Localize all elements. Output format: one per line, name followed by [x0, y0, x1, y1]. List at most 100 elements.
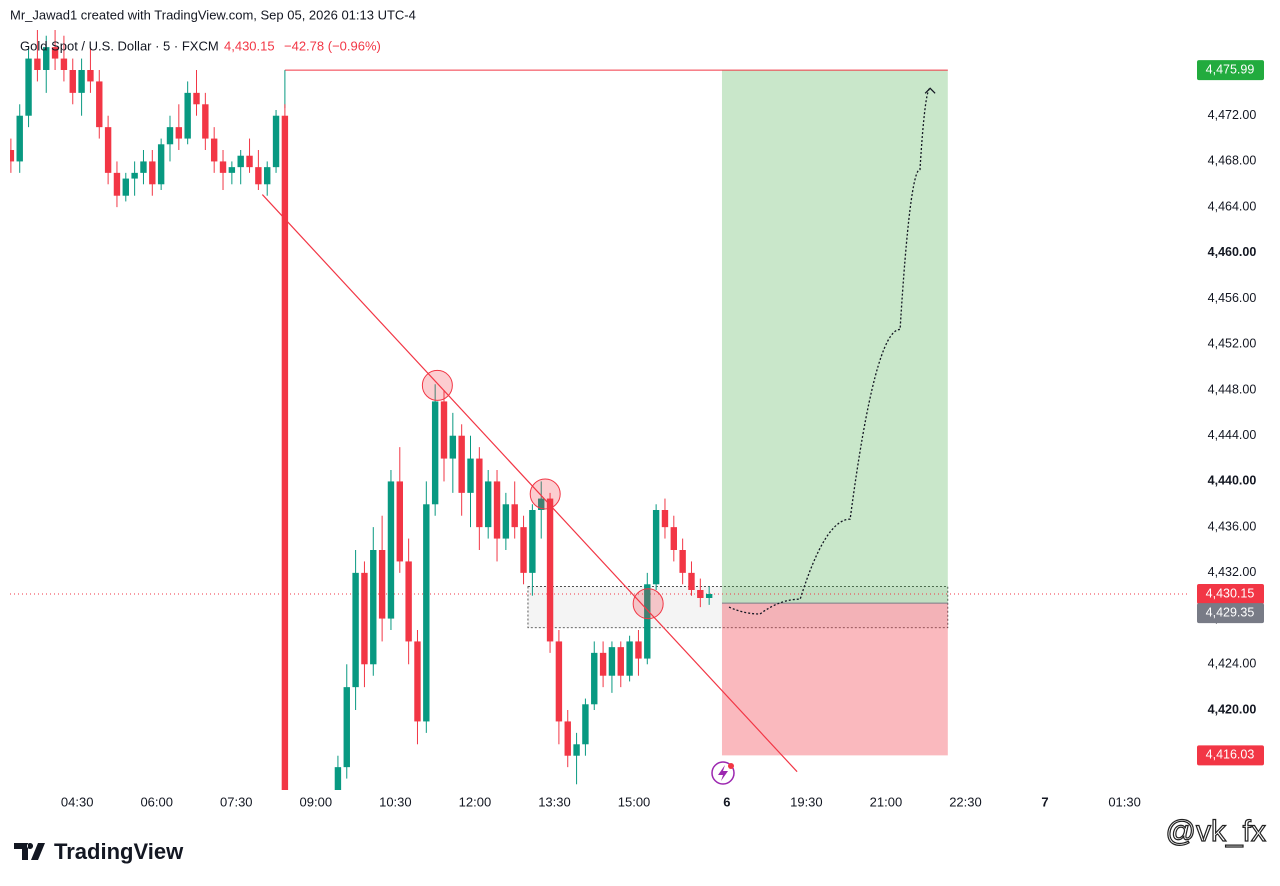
x-tick-label: 13:30: [538, 794, 571, 809]
candle-body: [564, 721, 571, 756]
candle-body: [440, 401, 448, 459]
candle-body: [688, 572, 695, 590]
y-tick-label: 4,424.00: [1208, 657, 1257, 671]
profit-zone: [721, 70, 948, 604]
y-tick-label: 4,432.00: [1208, 565, 1257, 579]
projection: [728, 87, 931, 615]
loss-zone: [721, 603, 948, 756]
candle-body: [573, 744, 580, 756]
candle-body: [476, 458, 483, 528]
candle-body: [599, 652, 607, 676]
candle-body: [140, 161, 147, 173]
candle-body: [546, 498, 554, 642]
x-tick-label: 04:30: [61, 794, 94, 809]
brand-logo: [14, 843, 45, 860]
candle-body: [361, 572, 368, 665]
entry-label: 4,429.35: [1206, 605, 1255, 619]
candle-body: [157, 144, 165, 185]
y-tick-label: 4,452.00: [1208, 337, 1257, 351]
credit: Mr_Jawad1 created with TradingView.com, …: [10, 7, 416, 22]
x-tick-label: 19:30: [790, 794, 823, 809]
candle-body: [60, 58, 68, 70]
candle-body: [635, 641, 642, 659]
x-tick-label: 07:30: [220, 794, 253, 809]
candle-body: [529, 510, 536, 573]
candle-body: [458, 435, 465, 493]
candle-body: [608, 647, 616, 676]
last-price-box: [1197, 584, 1264, 604]
x-tick-label: 09:00: [300, 794, 333, 809]
candle-body: [131, 172, 138, 179]
x-tick-label: 12:00: [459, 794, 492, 809]
candle-body: [511, 504, 518, 528]
candle-body: [502, 504, 510, 539]
candle-body: [264, 167, 271, 185]
trendline: [261, 194, 798, 773]
candle-body: [193, 92, 200, 105]
candle-body: [467, 458, 474, 493]
candle-body: [352, 572, 359, 688]
candle-body: [555, 641, 563, 722]
candle-body: [272, 115, 280, 168]
candle-body: [538, 498, 545, 510]
watermark: @vk_fx: [1166, 815, 1266, 848]
entry-box: [1197, 603, 1264, 624]
candle-body: [255, 167, 262, 185]
brand-name: TradingView: [54, 839, 184, 864]
candle-body: [16, 115, 23, 162]
icon-bolt: [718, 765, 728, 781]
candle-body: [237, 155, 244, 168]
candle-body: [520, 527, 527, 573]
touch-point: [632, 588, 664, 620]
candle-body: [378, 550, 386, 619]
candle-body: [679, 550, 686, 573]
y-tick-label: 4,460.00: [1208, 245, 1257, 259]
icon-dot: [728, 763, 734, 769]
y-tick-label: 4,436.00: [1208, 519, 1257, 533]
candle-body: [69, 70, 76, 93]
candle-body: [493, 481, 501, 539]
candle-body: [449, 435, 457, 459]
candle-body: [591, 652, 598, 705]
candle-body: [644, 584, 651, 659]
last-price: 4,430.15: [224, 38, 275, 53]
candle-body: [166, 127, 174, 145]
candle-body: [184, 92, 191, 139]
stop-label: 4,416.03: [1206, 748, 1255, 762]
candle-body: [149, 161, 156, 185]
candle-body: [582, 704, 589, 745]
x-tick-label: 10:30: [379, 794, 412, 809]
plot-area: [10, 30, 1190, 790]
x-tick-label: 21:00: [870, 794, 903, 809]
touch-point: [421, 369, 453, 401]
touch-point: [529, 478, 561, 510]
candle-body: [431, 401, 439, 505]
x-tick-label: 15:00: [618, 794, 651, 809]
stop-box: [1197, 745, 1264, 766]
candle-body: [96, 81, 103, 128]
y-tick-label: 4,456.00: [1208, 291, 1257, 305]
candle-body: [370, 550, 377, 665]
candle-body: [10, 150, 15, 162]
candle-body: [617, 647, 624, 676]
x-tick-label: 06:00: [140, 794, 173, 809]
alert-icon: [711, 761, 735, 785]
candle-body: [210, 138, 218, 162]
y-tick-label: 4,472.00: [1208, 108, 1257, 122]
candle-body: [423, 504, 430, 722]
change: −42.78 (−0.96%): [284, 38, 381, 53]
candle-body: [43, 47, 50, 70]
legend: Gold Spot / U.S. Dollar · 5 · FXCM 4,430…: [20, 38, 381, 53]
target-box: [1197, 60, 1264, 81]
x-tick-label: 7: [1041, 794, 1048, 809]
symbol: Gold Spot / U.S. Dollar · 5 · FXCM: [20, 38, 219, 53]
candle-body: [670, 527, 678, 550]
brand: TradingView: [14, 839, 184, 864]
candle-body: [697, 590, 704, 598]
zone: [527, 586, 949, 629]
candle-body: [87, 70, 94, 82]
candle-body: [343, 687, 350, 768]
x-tick-label: 6: [723, 794, 730, 809]
